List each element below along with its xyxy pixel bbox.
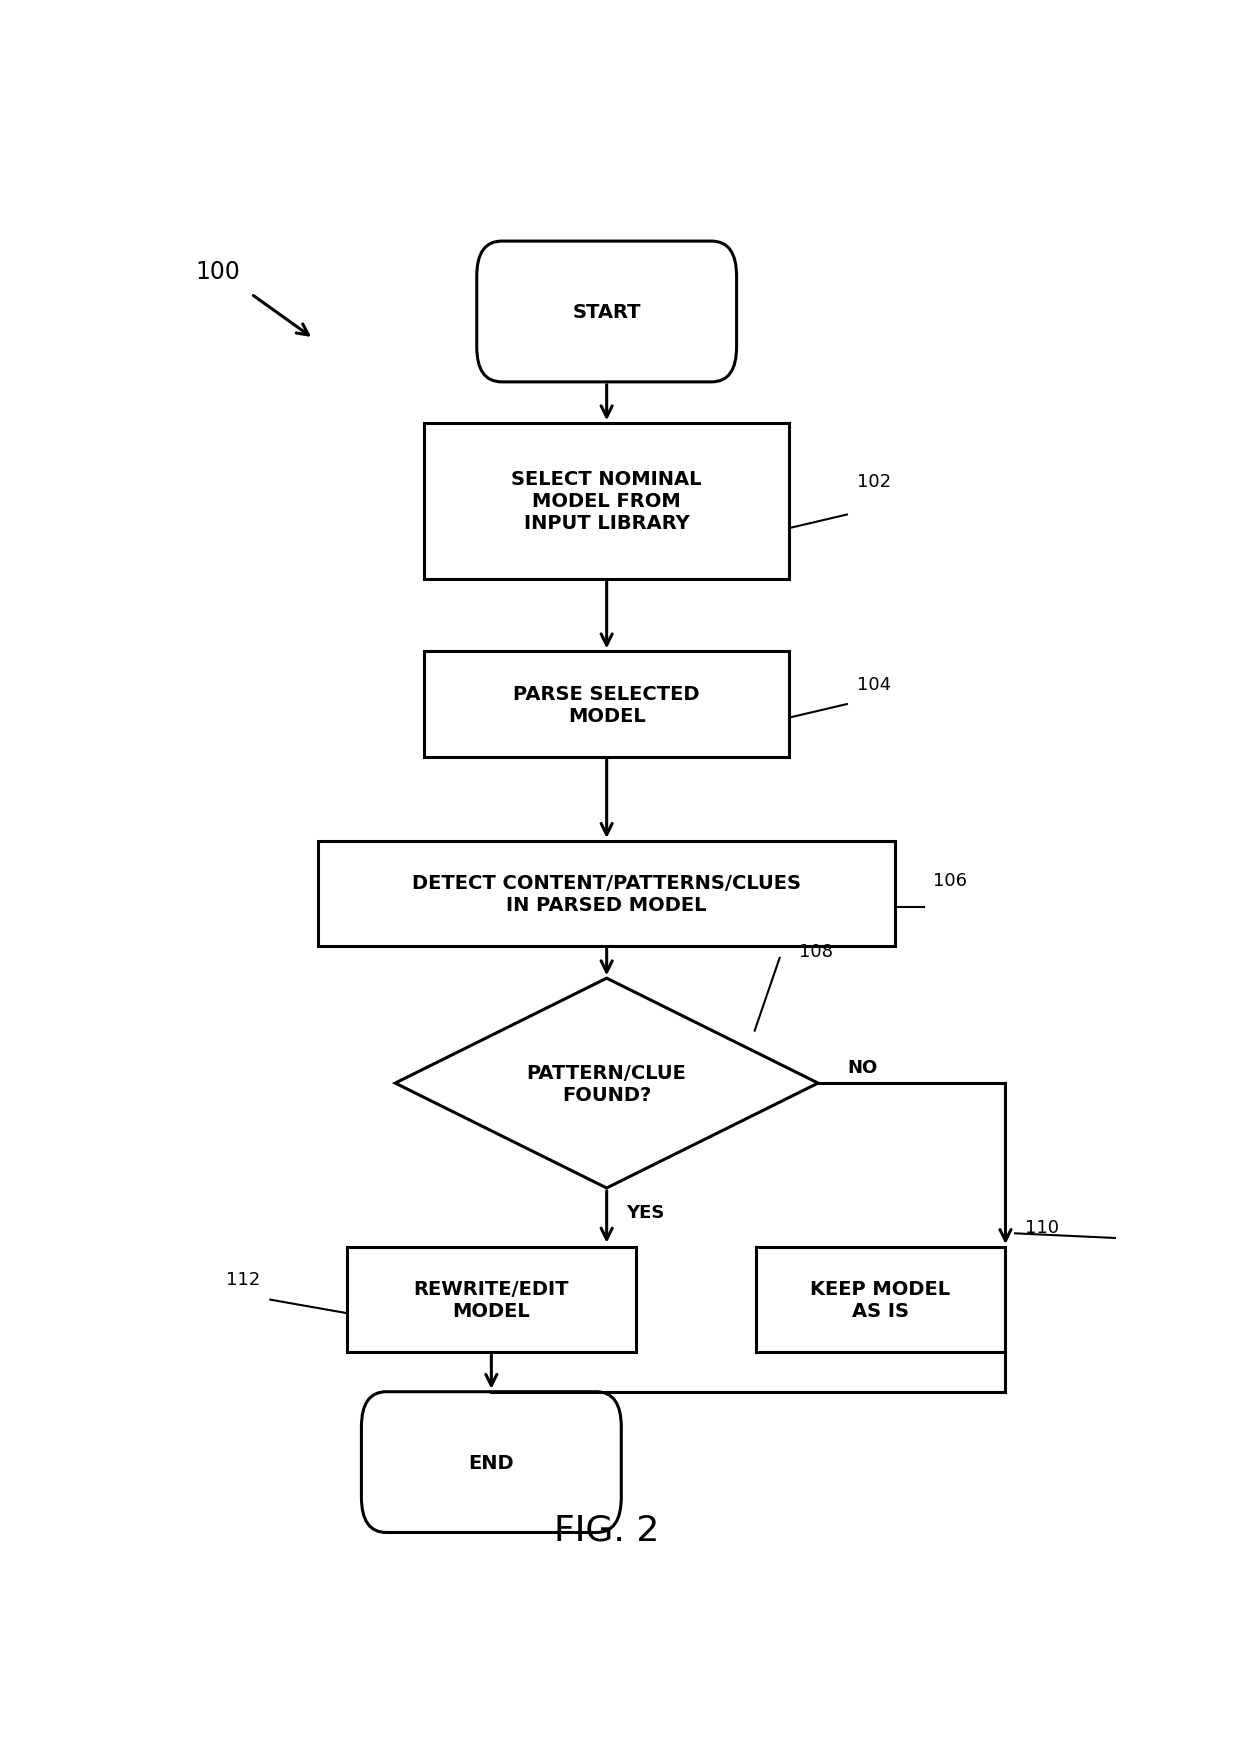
Bar: [319, 842, 895, 947]
Text: YES: YES: [626, 1204, 665, 1221]
Text: KEEP MODEL
AS IS: KEEP MODEL AS IS: [811, 1279, 951, 1321]
Text: PARSE SELECTED
MODEL: PARSE SELECTED MODEL: [513, 683, 699, 726]
Text: SELECT NOMINAL
MODEL FROM
INPUT LIBRARY: SELECT NOMINAL MODEL FROM INPUT LIBRARY: [511, 471, 702, 532]
Bar: [424, 652, 789, 757]
Text: END: END: [469, 1453, 515, 1472]
Text: 110: 110: [1024, 1218, 1059, 1235]
Text: 104: 104: [857, 675, 890, 694]
Text: DETECT CONTENT/PATTERNS/CLUES
IN PARSED MODEL: DETECT CONTENT/PATTERNS/CLUES IN PARSED …: [412, 873, 801, 915]
Text: 112: 112: [227, 1270, 260, 1288]
FancyBboxPatch shape: [476, 242, 737, 383]
Text: 102: 102: [857, 473, 890, 490]
Text: START: START: [573, 302, 641, 322]
Text: 106: 106: [934, 871, 967, 889]
Text: 108: 108: [799, 942, 833, 961]
Text: 100: 100: [195, 260, 239, 283]
Bar: [424, 423, 789, 580]
FancyBboxPatch shape: [361, 1392, 621, 1532]
Bar: [755, 1247, 1006, 1353]
Text: FIG. 2: FIG. 2: [554, 1513, 660, 1546]
Bar: [347, 1247, 635, 1353]
Text: REWRITE/EDIT
MODEL: REWRITE/EDIT MODEL: [414, 1279, 569, 1321]
Text: PATTERN/CLUE
FOUND?: PATTERN/CLUE FOUND?: [527, 1063, 687, 1103]
Polygon shape: [396, 979, 818, 1188]
Text: NO: NO: [847, 1058, 877, 1077]
